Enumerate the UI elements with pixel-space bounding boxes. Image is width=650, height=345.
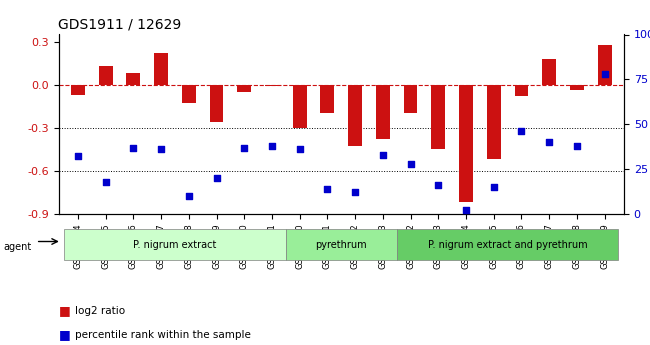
Point: [100, 179, 110, 184]
Bar: [209, 85, 224, 122]
Point: [406, 161, 416, 166]
Point: [73, 154, 83, 159]
Bar: [320, 85, 334, 114]
Bar: [597, 45, 612, 85]
FancyBboxPatch shape: [286, 229, 396, 260]
Bar: [126, 73, 140, 85]
Bar: [99, 66, 112, 85]
Bar: [487, 85, 501, 159]
Point: [350, 190, 360, 195]
Text: percentile rank within the sample: percentile rank within the sample: [75, 330, 251, 339]
Text: ■: ■: [58, 328, 70, 341]
Point: [544, 139, 554, 145]
Point: [211, 175, 222, 181]
Bar: [404, 85, 417, 114]
Point: [378, 152, 388, 157]
Point: [433, 183, 443, 188]
Bar: [515, 85, 528, 96]
Point: [183, 193, 194, 199]
Point: [461, 208, 471, 213]
Bar: [71, 85, 85, 95]
Bar: [265, 85, 279, 86]
Bar: [432, 85, 445, 149]
Point: [266, 143, 277, 148]
Point: [489, 184, 499, 190]
Text: log2 ratio: log2 ratio: [75, 306, 125, 315]
Point: [239, 145, 250, 150]
Point: [294, 147, 305, 152]
FancyBboxPatch shape: [64, 229, 286, 260]
Bar: [182, 85, 196, 104]
Point: [572, 143, 582, 148]
Text: GDS1911 / 12629: GDS1911 / 12629: [58, 18, 182, 32]
Bar: [348, 85, 362, 146]
Bar: [292, 85, 307, 128]
Point: [156, 147, 166, 152]
Text: agent: agent: [3, 242, 31, 252]
Bar: [376, 85, 390, 139]
Text: P. nigrum extract and pyrethrum: P. nigrum extract and pyrethrum: [428, 240, 588, 250]
Text: ■: ■: [58, 304, 70, 317]
Bar: [459, 85, 473, 203]
Point: [128, 145, 138, 150]
Text: pyrethrum: pyrethrum: [315, 240, 367, 250]
FancyBboxPatch shape: [396, 229, 618, 260]
Bar: [542, 59, 556, 85]
Bar: [154, 53, 168, 85]
Bar: [570, 85, 584, 90]
Bar: [237, 85, 251, 92]
Point: [599, 71, 610, 77]
Point: [322, 186, 333, 191]
Point: [516, 129, 526, 134]
Text: P. nigrum extract: P. nigrum extract: [133, 240, 216, 250]
